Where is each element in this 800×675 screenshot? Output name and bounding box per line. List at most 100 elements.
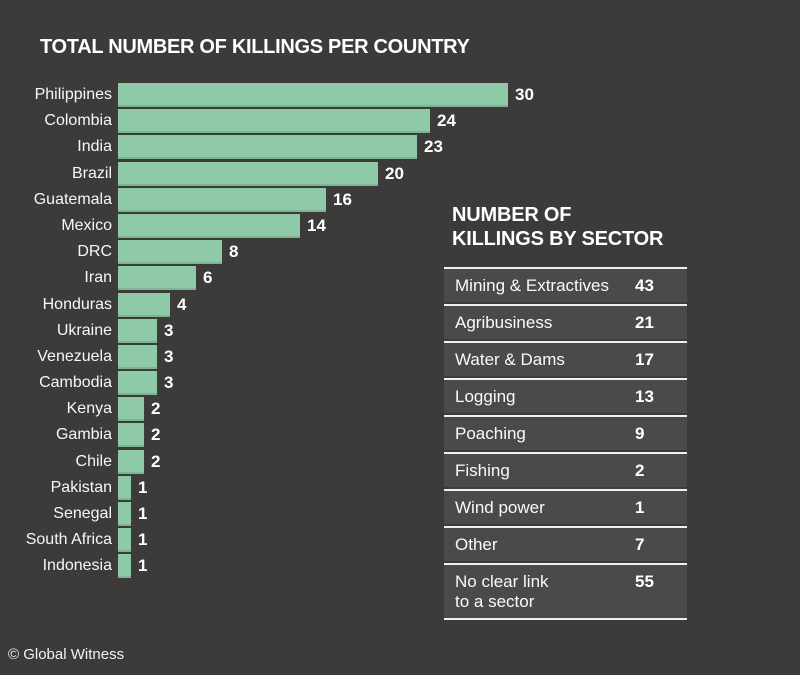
sector-value: 1 <box>635 498 645 517</box>
bar-value-label: 1 <box>138 477 148 497</box>
country-label: Senegal <box>53 505 112 522</box>
bar-row: DRC 8 <box>0 240 560 265</box>
table-row: No clear link to a sector 55 <box>444 563 687 618</box>
sector-label: Poaching <box>455 424 526 443</box>
sector-label: Mining & Extractives <box>455 276 609 295</box>
country-label: Brazil <box>71 164 112 182</box>
bar-row: Iran 6 <box>0 266 560 291</box>
killings-per-country-bar-chart: Philippines 30 Colombia 24 India 23 Braz… <box>0 83 560 581</box>
country-label: Cambodia <box>39 374 112 392</box>
sector-label: Agribusiness <box>455 313 553 332</box>
bar-value-label: 16 <box>333 189 352 209</box>
bar-row: Cambodia 3 <box>0 371 560 396</box>
bar <box>118 344 157 369</box>
table-row: Fishing 2 <box>444 452 687 487</box>
bar-row: Kenya 2 <box>0 397 560 422</box>
bar-row: Honduras 4 <box>0 292 560 317</box>
sector-value: 2 <box>635 461 645 480</box>
sector-value: 7 <box>635 535 645 554</box>
bar <box>118 240 222 265</box>
sector-table-title: NUMBER OF KILLINGS BY SECTOR <box>452 203 663 251</box>
killings-by-sector-table: Mining & Extractives 43 Agribusiness 21 … <box>444 265 687 620</box>
bar-value-label: 3 <box>164 346 174 366</box>
country-label: Indonesia <box>42 557 112 575</box>
bar-row: Senegal 1 <box>0 502 560 526</box>
bar <box>118 83 508 107</box>
country-label: South Africa <box>25 531 112 549</box>
sector-label: No clear link to a sector <box>455 572 549 611</box>
table-row: Water & Dams 17 <box>444 341 687 376</box>
sector-value: 13 <box>635 387 654 406</box>
country-label: Honduras <box>42 295 112 313</box>
bar-value-label: 3 <box>164 373 174 393</box>
country-label: Kenya <box>66 400 112 418</box>
country-label: Chile <box>75 452 112 470</box>
table-row: Mining & Extractives 43 <box>444 267 687 302</box>
bar-row: Gambia 2 <box>0 423 560 448</box>
country-label: Iran <box>84 269 112 287</box>
bar <box>118 109 430 134</box>
bar-row: Mexico 14 <box>0 213 560 238</box>
bar-row: Guatemala 16 <box>0 187 560 212</box>
bar-row: Venezuela 3 <box>0 344 560 369</box>
bar <box>118 502 131 526</box>
bar-row: Ukraine 3 <box>0 318 560 343</box>
country-label: Mexico <box>61 216 112 234</box>
bar <box>118 554 131 579</box>
country-label: Philippines <box>34 86 112 103</box>
bar <box>118 449 144 474</box>
bar <box>118 475 131 500</box>
bar <box>118 213 300 238</box>
bar-value-label: 2 <box>151 451 161 471</box>
table-row: Other 7 <box>444 526 687 561</box>
bar-row: India 23 <box>0 135 560 160</box>
country-label: Colombia <box>44 112 112 130</box>
bar-row: Indonesia 1 <box>0 554 560 579</box>
bar-row: Chile 2 <box>0 449 560 474</box>
bar-row: South Africa 1 <box>0 528 560 553</box>
bar-row: Philippines 30 <box>0 83 560 107</box>
sector-value: 55 <box>635 572 654 591</box>
bar-value-label: 14 <box>307 215 326 235</box>
sector-table-title-line1: NUMBER OF <box>452 204 572 226</box>
bar-row: Colombia 24 <box>0 109 560 134</box>
bar <box>118 318 157 343</box>
bar <box>118 528 131 553</box>
sector-value: 21 <box>635 313 654 332</box>
bar-value-label: 2 <box>151 425 161 445</box>
table-row: Logging 13 <box>444 378 687 413</box>
sector-label: Fishing <box>455 461 510 480</box>
country-label: Guatemala <box>33 190 112 208</box>
country-label: Venezuela <box>37 347 112 365</box>
country-label: Pakistan <box>50 478 112 496</box>
sector-value: 9 <box>635 424 645 443</box>
chart-title: TOTAL NUMBER OF KILLINGS PER COUNTRY <box>40 36 470 58</box>
bar-value-label: 30 <box>515 85 534 104</box>
sector-value: 17 <box>635 350 654 369</box>
country-label: Ukraine <box>56 321 112 339</box>
bar-value-label: 2 <box>151 399 161 419</box>
sector-label: Water & Dams <box>455 350 565 369</box>
bar <box>118 135 417 160</box>
bar-value-label: 1 <box>138 530 148 550</box>
sector-value: 43 <box>635 276 654 295</box>
bar-value-label: 1 <box>138 556 148 576</box>
table-row: Wind power 1 <box>444 489 687 524</box>
bar <box>118 187 326 212</box>
bar-value-label: 23 <box>424 137 443 157</box>
bar-value-label: 8 <box>229 242 239 262</box>
bar <box>118 161 378 186</box>
country-label: DRC <box>77 243 112 261</box>
bar-row: Brazil 20 <box>0 161 560 186</box>
bar <box>118 292 170 317</box>
sector-label: Wind power <box>455 498 545 517</box>
bar <box>118 371 157 396</box>
copyright-credit: © Global Witness <box>8 646 125 663</box>
bar-value-label: 4 <box>177 294 187 314</box>
table-row: Poaching 9 <box>444 415 687 450</box>
bar <box>118 397 144 422</box>
table-row: Agribusiness 21 <box>444 304 687 339</box>
sector-table-title-line2: KILLINGS BY SECTOR <box>452 228 664 250</box>
bar <box>118 423 144 448</box>
